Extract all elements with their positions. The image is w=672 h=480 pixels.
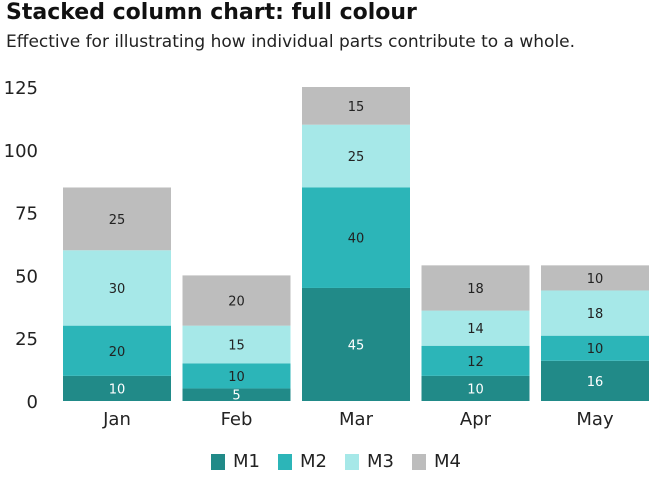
data-label: 20 xyxy=(109,345,126,360)
bar-segment-m4-mar xyxy=(302,87,410,125)
bar-segment-m1-feb xyxy=(182,388,291,401)
legend-item-m2: M2 xyxy=(278,451,327,472)
x-tick-label: Apr xyxy=(460,409,492,430)
legend-swatch xyxy=(211,453,226,470)
data-label: 5 xyxy=(232,389,240,404)
legend-label: M1 xyxy=(233,451,261,472)
data-label: 10 xyxy=(109,382,126,397)
bars: 10 20 30 25 5 10 15 20 45 40 25 15 10 12 14 18 16 10 18 10 xyxy=(63,87,649,404)
legend-swatch xyxy=(411,453,426,470)
bar-segment-m1-may xyxy=(541,360,649,401)
data-label: 20 xyxy=(228,295,245,310)
bar-segment-m2-jan xyxy=(63,325,171,376)
legend-item-m1: M1 xyxy=(211,451,260,472)
data-label: 40 xyxy=(348,232,365,247)
data-label: 10 xyxy=(587,272,604,287)
y-tick-label: 0 xyxy=(27,392,38,413)
y-tick-label: 50 xyxy=(15,266,38,287)
bar-segment-m2-may xyxy=(541,335,649,361)
x-tick-label: Mar xyxy=(339,409,374,430)
y-tick-label: 75 xyxy=(15,204,38,225)
chart-title: Stacked column chart: full colour xyxy=(6,0,417,25)
legend-item-m3: M3 xyxy=(345,451,394,472)
x-tick-label: May xyxy=(576,409,614,430)
bar-segment-m1-jan xyxy=(63,375,171,401)
data-label: 18 xyxy=(587,307,604,322)
legend-label: M4 xyxy=(433,451,461,472)
y-axis: 0 25 50 75 100 125 xyxy=(4,78,38,413)
data-label: 10 xyxy=(587,342,604,357)
x-axis: Jan Feb Mar Apr May xyxy=(102,409,614,430)
data-label: 45 xyxy=(348,338,365,353)
x-tick-label: Jan xyxy=(102,409,131,430)
bar-segment-m2-mar xyxy=(302,187,410,288)
data-label: 16 xyxy=(587,375,604,390)
legend-swatch xyxy=(345,453,359,470)
legend-item-m4: M4 xyxy=(411,451,461,472)
data-label: 25 xyxy=(109,213,126,228)
bar-segment-m3-jan xyxy=(63,250,171,326)
bar-segment-m1-apr xyxy=(421,375,530,401)
bar-segment-m4-jan xyxy=(63,187,171,251)
data-label: 30 xyxy=(109,282,126,297)
legend-swatch xyxy=(278,453,293,470)
data-label: 14 xyxy=(467,322,484,337)
data-label: 25 xyxy=(348,150,365,165)
bar-segment-m2-apr xyxy=(421,345,530,376)
legend-label: M3 xyxy=(367,451,394,472)
y-tick-label: 100 xyxy=(4,141,38,162)
data-label: 15 xyxy=(348,100,365,115)
bar-segment-m4-may xyxy=(541,265,649,291)
bar-segment-m4-apr xyxy=(421,265,530,311)
legend-label: M2 xyxy=(300,451,327,472)
bar-segment-m4-feb xyxy=(182,275,291,326)
y-tick-label: 125 xyxy=(4,78,38,99)
data-label: 15 xyxy=(228,338,245,353)
data-label: 12 xyxy=(467,355,484,370)
x-tick-label: Feb xyxy=(221,409,253,430)
bar-segment-m1-mar xyxy=(302,287,410,401)
bar-segment-m2-feb xyxy=(182,363,291,389)
bar-segment-m3-feb xyxy=(182,325,291,364)
y-tick-label: 25 xyxy=(15,329,38,350)
legend: M1 M2 M3 M4 xyxy=(0,451,672,472)
data-label: 10 xyxy=(467,382,484,397)
bar-segment-m3-apr xyxy=(421,310,530,346)
chart-subtitle: Effective for illustrating how individua… xyxy=(6,32,576,52)
data-label: 10 xyxy=(228,370,245,385)
bar-segment-m3-mar xyxy=(302,124,410,188)
data-label: 18 xyxy=(467,282,484,297)
bar-segment-m3-may xyxy=(541,290,649,336)
